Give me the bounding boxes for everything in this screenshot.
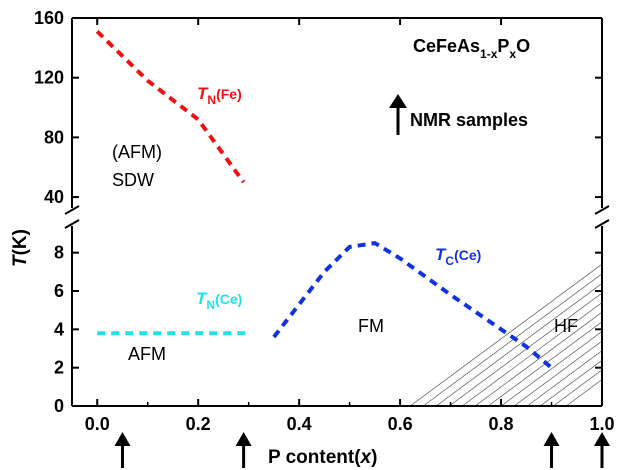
y-axis-ticks: 40 80 120 160 0 2 4 6 8	[34, 8, 602, 416]
hatch-line	[552, 369, 602, 406]
axis-break-mark	[594, 219, 610, 229]
nmr-sample-arrowhead	[235, 432, 252, 446]
hatch-line	[500, 331, 602, 406]
y-tick-label: 8	[54, 243, 64, 263]
hatch-line	[435, 282, 602, 406]
nmr-sample-arrowhead	[114, 432, 131, 446]
x-tick-label: 1.0	[589, 414, 614, 434]
y-tick-label: 4	[54, 319, 64, 339]
afm-label: AFM	[128, 344, 166, 364]
series-line-tn-fe-	[95, 29, 246, 184]
nmr-sample-arrowhead	[594, 432, 610, 446]
axis-break-mark	[594, 205, 610, 215]
x-tick-label: 0.4	[287, 414, 312, 434]
x-axis-label: P content(x)	[268, 447, 377, 468]
series-label-tc-ce: TC(Ce)	[435, 245, 481, 268]
hatch-line	[487, 321, 602, 406]
y-axis-label: T(K)	[10, 229, 31, 267]
nmr-samples-label: NMR samples	[410, 110, 528, 130]
series-label-tn-fe: TN(Fe)	[197, 84, 242, 107]
hatch-line	[526, 350, 602, 406]
hatch-line	[409, 263, 602, 406]
x-tick-label: 0.6	[388, 414, 413, 434]
hf-hatched-region	[409, 263, 602, 406]
y-tick-label: 6	[54, 281, 64, 301]
nmr-sample-arrowhead	[543, 432, 560, 446]
y-tick-label: 120	[34, 68, 64, 88]
afm-sdw-label-line2: SDW	[112, 170, 154, 190]
hatch-line	[422, 273, 602, 406]
axis-break-marks	[64, 205, 610, 229]
hatch-line	[474, 311, 602, 406]
hatch-line	[461, 302, 602, 406]
hf-label: HF	[554, 316, 578, 336]
hatch-line	[448, 292, 602, 406]
series-line-tc-ce-	[272, 241, 553, 370]
series-label-tn-ce: TN(Ce)	[196, 289, 242, 312]
y-tick-label: 0	[54, 396, 64, 416]
y-tick-label: 160	[34, 8, 64, 28]
y-tick-label: 2	[54, 358, 64, 378]
x-tick-label: 0.8	[489, 414, 514, 434]
x-axis-ticks: 0.0 0.2 0.4 0.6 0.8 1.0	[85, 18, 615, 434]
axes-frame	[71, 17, 603, 407]
fm-label: FM	[358, 316, 384, 336]
nmr-sample-arrows	[114, 432, 610, 468]
afm-sdw-label-line1: (AFM)	[112, 142, 162, 162]
y-tick-label: 40	[44, 187, 64, 207]
axis-break-mark	[64, 219, 80, 229]
hatch-line	[539, 359, 602, 406]
nmr-legend-arrowhead	[389, 94, 407, 108]
hatch-line	[513, 340, 602, 406]
axis-break-mark	[64, 205, 80, 215]
x-tick-label: 0.2	[186, 414, 211, 434]
hatch-line	[565, 379, 602, 406]
y-tick-label: 80	[44, 127, 64, 147]
data-series	[95, 29, 553, 370]
chart-title: CeFeAs1-xPxO	[413, 36, 530, 61]
nmr-samples-annotation: NMR samples	[389, 94, 528, 135]
x-tick-label: 0.0	[85, 414, 110, 434]
